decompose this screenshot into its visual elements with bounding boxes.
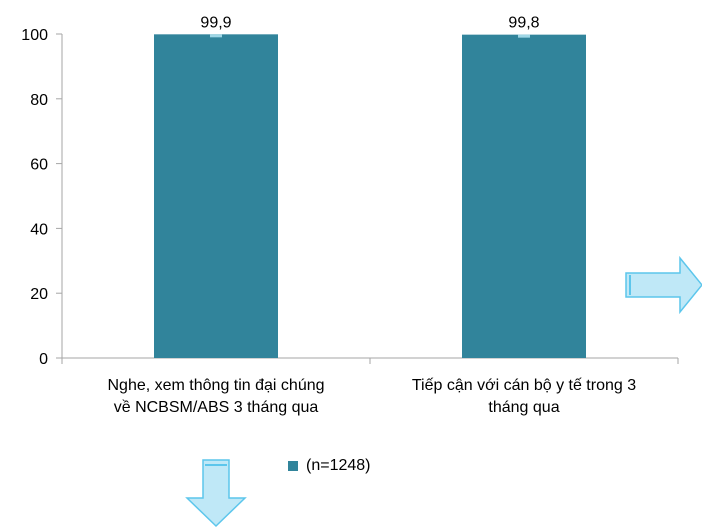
data-label: 99,9 (200, 14, 231, 31)
bar (462, 34, 586, 358)
legend: (n=1248) (288, 457, 371, 475)
x-tick-label: Tiếp cận với cán bộ y tế trong 3 (412, 377, 636, 394)
y-tick-label: 40 (30, 221, 48, 238)
bars (154, 34, 586, 358)
labels: 0 20 40 60 80 100 99,9 Nghe, xem thông tin đại … (21, 14, 636, 416)
down-arrow-icon (185, 459, 247, 528)
x-tick-label: tháng qua (488, 399, 559, 416)
x-tick-label: về NCBSM/ABS 3 tháng qua (114, 399, 319, 416)
legend-swatch (288, 461, 298, 471)
right-arrow-icon (625, 255, 702, 315)
legend-label: (n=1248) (306, 457, 371, 474)
y-tick-label: 60 (30, 157, 48, 174)
data-label: 99,8 (508, 15, 539, 32)
error-bar (518, 34, 530, 38)
x-tick-label: Nghe, xem thông tin đại chúng (107, 377, 324, 394)
arrows (185, 255, 702, 528)
error-bar (210, 34, 222, 38)
y-tick-label: 80 (30, 92, 48, 109)
y-tick-label: 20 (30, 286, 48, 303)
y-tick-label: 0 (39, 351, 48, 368)
bar (154, 34, 278, 358)
y-tick-label: 100 (21, 27, 48, 44)
